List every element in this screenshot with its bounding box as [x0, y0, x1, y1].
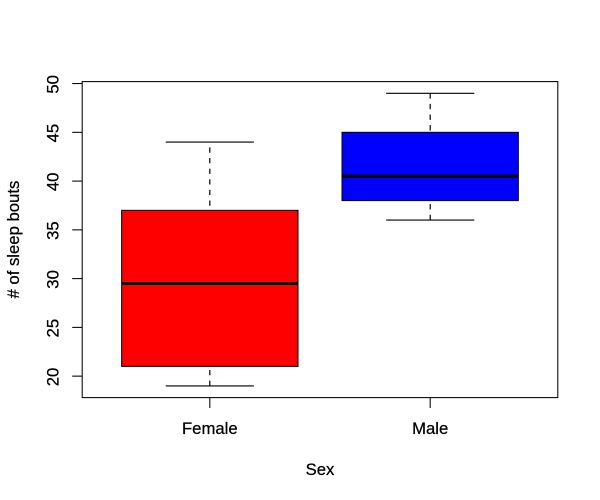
- svg-text:50: 50: [44, 75, 63, 94]
- svg-text:30: 30: [44, 270, 63, 289]
- svg-text:25: 25: [44, 319, 63, 338]
- svg-text:40: 40: [44, 173, 63, 192]
- svg-text:35: 35: [44, 221, 63, 240]
- svg-text:# of sleep bouts: # of sleep bouts: [4, 181, 23, 299]
- svg-text:45: 45: [44, 124, 63, 143]
- svg-text:20: 20: [44, 368, 63, 387]
- svg-text:Sex: Sex: [306, 460, 335, 479]
- svg-text:Female: Female: [182, 419, 238, 438]
- svg-text:Male: Male: [412, 419, 448, 438]
